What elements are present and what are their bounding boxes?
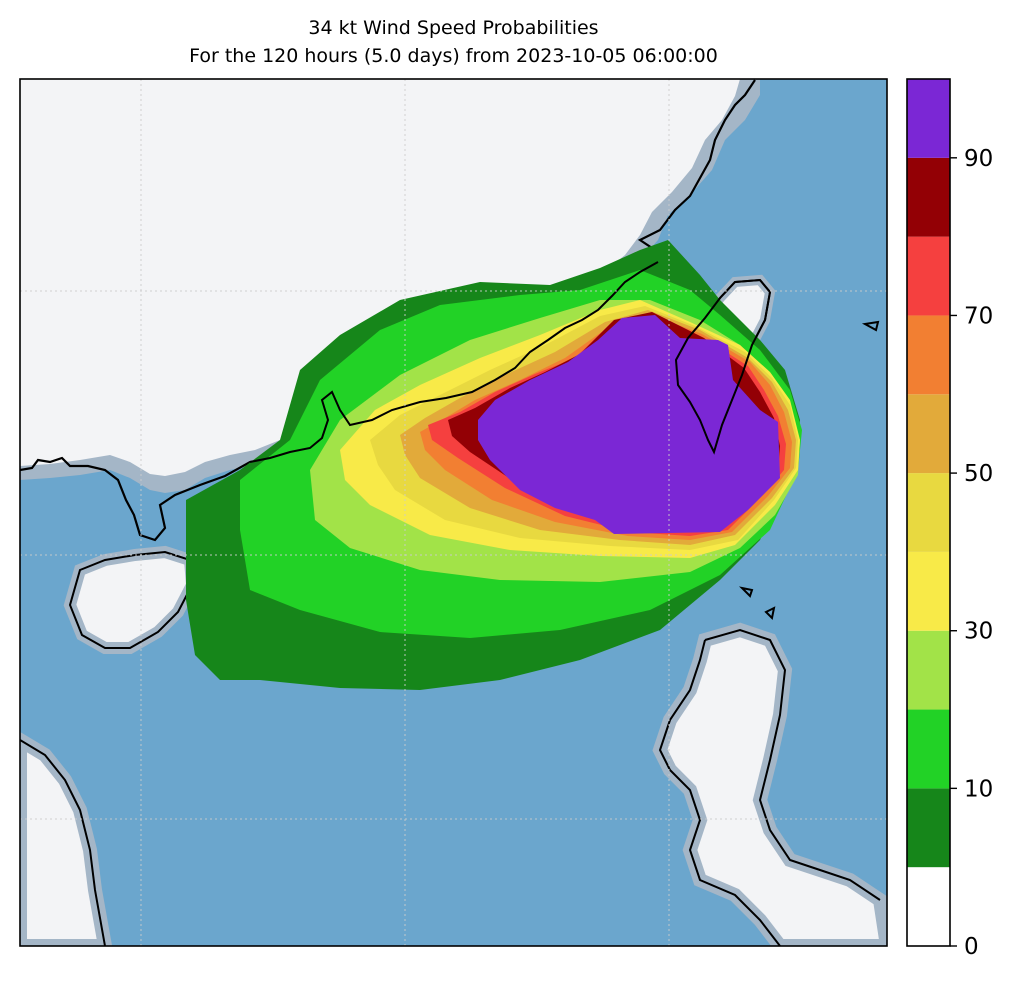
colorbar-band — [907, 788, 950, 868]
vietnam-coastline — [20, 739, 106, 946]
colorbar-tick-label: 50 — [964, 461, 993, 487]
map-area — [20, 79, 887, 946]
coastline-over-contours — [249, 261, 659, 463]
colorbar-tick-label: 90 — [964, 146, 993, 172]
map-frame — [19, 78, 888, 947]
colorbar-band — [907, 630, 950, 710]
colorbar-band — [907, 473, 950, 552]
luzon-coastline — [658, 628, 881, 946]
colorbar-band — [907, 157, 950, 237]
colorbar-band — [907, 709, 950, 789]
colorbar-band — [907, 867, 950, 946]
map-title: 34 kt Wind Speed Probabilities — [308, 17, 599, 39]
colorbar-band — [907, 551, 950, 631]
colorbar-band — [907, 79, 950, 158]
island — [764, 606, 776, 621]
prob-band-90-100 — [478, 315, 780, 534]
colorbar-band — [907, 236, 950, 316]
island — [861, 320, 880, 332]
taiwan-coastline-over — [674, 278, 772, 455]
colorbar-frame — [906, 78, 951, 947]
mainland-china — [20, 79, 740, 476]
colorbar-band — [907, 394, 950, 474]
colorbar-tick-label: 30 — [964, 619, 993, 645]
colorbar-tick-label: 0 — [964, 934, 979, 960]
colorbar: 0 10 30 50 70 90 — [906, 78, 993, 960]
island — [738, 586, 754, 598]
colorbar-band — [907, 315, 950, 395]
colorbar-tick-label: 70 — [964, 303, 993, 329]
map-subtitle: For the 120 hours (5.0 days) from 2023-1… — [189, 45, 718, 67]
colorbar-tick-label: 10 — [964, 776, 993, 802]
